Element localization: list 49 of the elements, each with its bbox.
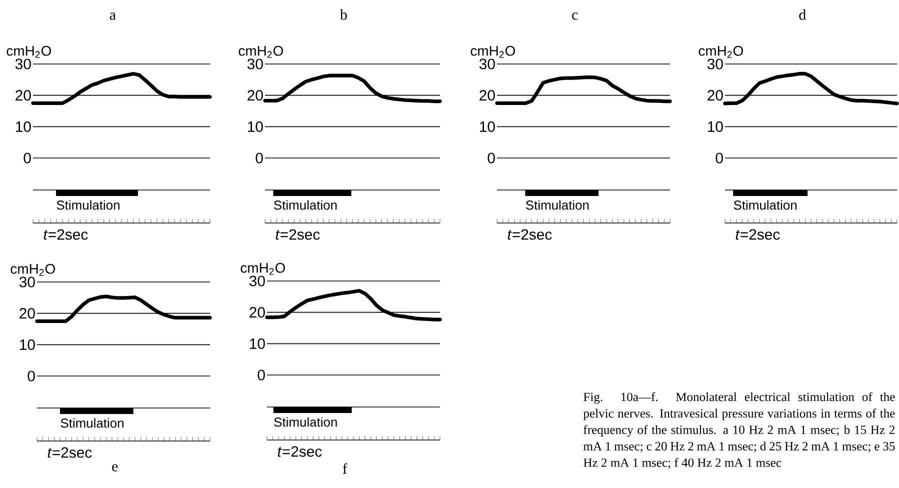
text: t=2sec (508, 229, 552, 240)
y-tick-label: 0 (256, 152, 263, 164)
text: e (112, 464, 118, 472)
text: Stimulation (60, 418, 124, 428)
text: Stimulation (734, 200, 797, 210)
y-tick-label: 0 (24, 152, 31, 164)
text: t=2sec (44, 229, 88, 240)
text: Stimulation (274, 200, 337, 210)
y-axis-title: cmH$_{2}$O (240, 262, 285, 275)
y-axis-title: cmH$_{2}$O (6, 46, 51, 58)
y-tick-label: 20 (480, 90, 495, 101)
y-tick-label: 20 (250, 307, 265, 318)
y-tick-label: 20 (16, 90, 31, 101)
y-axis-title: cmH$_{2}$O (470, 46, 515, 58)
y-tick-label: 20 (20, 308, 35, 319)
chart-title: c (572, 12, 578, 20)
text: Stimulation (56, 200, 120, 210)
y-tick-label: 0 (488, 152, 495, 164)
y-axis-title: cmH$_{2}$O (10, 264, 55, 276)
text: t=2sec (736, 229, 780, 240)
text: t=2sec (48, 447, 92, 458)
caption: Fig. 10a—f. Monolateral electrical stimulation of the pelvic nerves. Intravesical pressure variations in terms of the frequency of the stimulus. a 10 Hz 2 mA 1 msec; b 15 Hz 2 mA 1 msec; c 20 Hz 2 mA 1 msec; d 25 Hz 2 mA 1 msec; e 35 Hz 2 mA 1 msec; f 40 Hz 2 mA 1 msec (583, 392, 895, 469)
y-tick-label: 10 (250, 338, 265, 349)
text: t=2sec (276, 229, 320, 240)
y-tick-label: 20 (248, 90, 263, 101)
y-tick-label: 10 (20, 339, 35, 350)
chart-title: a (110, 12, 116, 20)
y-axis-title: cmH$_{2}$O (698, 46, 743, 58)
y-tick-label: 30 (15, 58, 31, 70)
y-tick-label: 30 (479, 58, 495, 70)
y-tick-label: 30 (249, 276, 265, 286)
text: t=2sec (278, 446, 322, 457)
y-tick-label: 0 (258, 370, 265, 380)
y-tick-label: 30 (707, 58, 723, 70)
y-tick-label: 10 (16, 121, 31, 132)
y-tick-label: 20 (708, 90, 723, 101)
chart-title: d (799, 9, 806, 20)
y-tick-label: 0 (28, 370, 35, 382)
y-tick-label: 10 (708, 121, 723, 132)
y-axis-title: cmH$_{2}$O (238, 46, 283, 58)
text: Stimulation (274, 417, 337, 427)
y-tick-label: 30 (19, 276, 35, 288)
chart-title: b (340, 9, 347, 20)
y-tick-label: 10 (248, 121, 263, 132)
y-tick-label: 0 (716, 152, 723, 164)
y-tick-label: 10 (480, 121, 495, 132)
text: f (342, 463, 348, 474)
text: Stimulation (526, 200, 589, 210)
y-tick-label: 30 (247, 58, 263, 70)
